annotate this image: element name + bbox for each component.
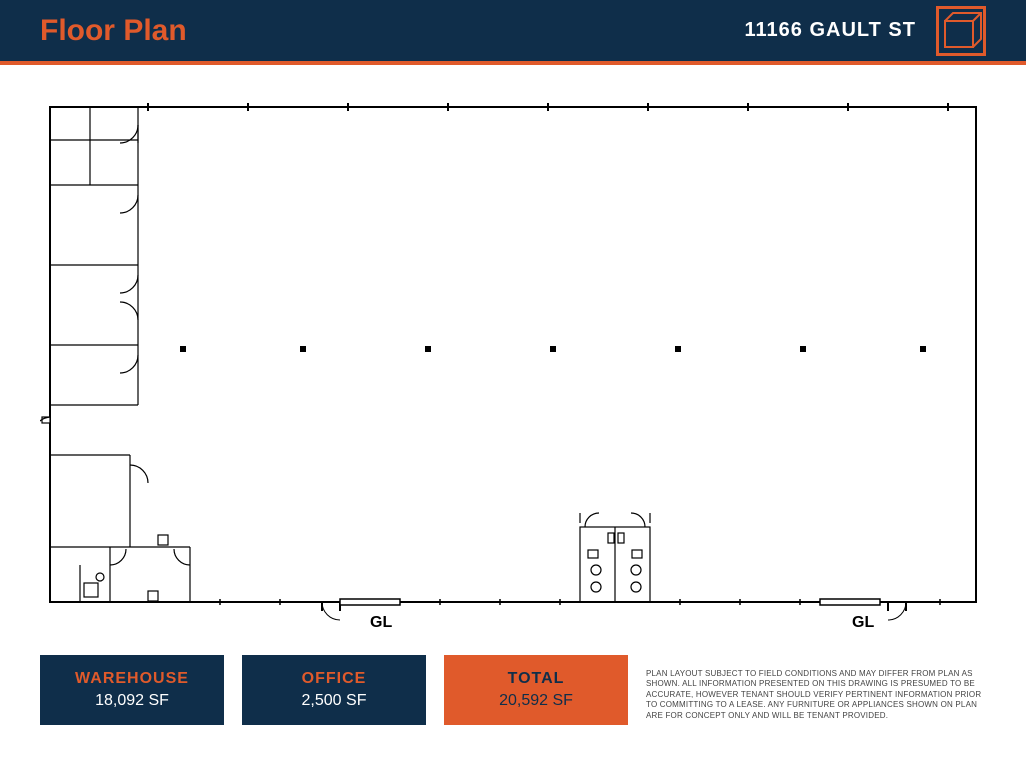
header: Floor Plan 11166 GAULT ST [0, 0, 1026, 65]
stat-office-label: OFFICE [302, 670, 367, 688]
gl-label-2: GL [852, 614, 874, 631]
header-right: 11166 GAULT ST [745, 6, 986, 56]
stat-warehouse-label: WAREHOUSE [75, 670, 189, 688]
stat-warehouse-value: 18,092 SF [95, 692, 169, 710]
stat-office-value: 2,500 SF [302, 692, 367, 710]
stat-warehouse: WAREHOUSE 18,092 SF [40, 655, 224, 725]
disclaimer-text: PLAN LAYOUT SUBJECT TO FIELD CONDITIONS … [646, 655, 986, 721]
logo-icon [936, 6, 986, 56]
floor-plan-diagram: GL GL [40, 95, 986, 635]
stat-office: OFFICE 2,500 SF [242, 655, 426, 725]
gl-label-1: GL [370, 614, 392, 631]
stat-total: TOTAL 20,592 SF [444, 655, 628, 725]
floor-plan-container: GL GL [0, 65, 1026, 645]
stat-total-label: TOTAL [508, 670, 565, 688]
property-address: 11166 GAULT ST [745, 19, 916, 42]
footer: WAREHOUSE 18,092 SF OFFICE 2,500 SF TOTA… [0, 655, 1026, 725]
page-title: Floor Plan [40, 14, 187, 48]
stat-total-value: 20,592 SF [499, 692, 573, 710]
